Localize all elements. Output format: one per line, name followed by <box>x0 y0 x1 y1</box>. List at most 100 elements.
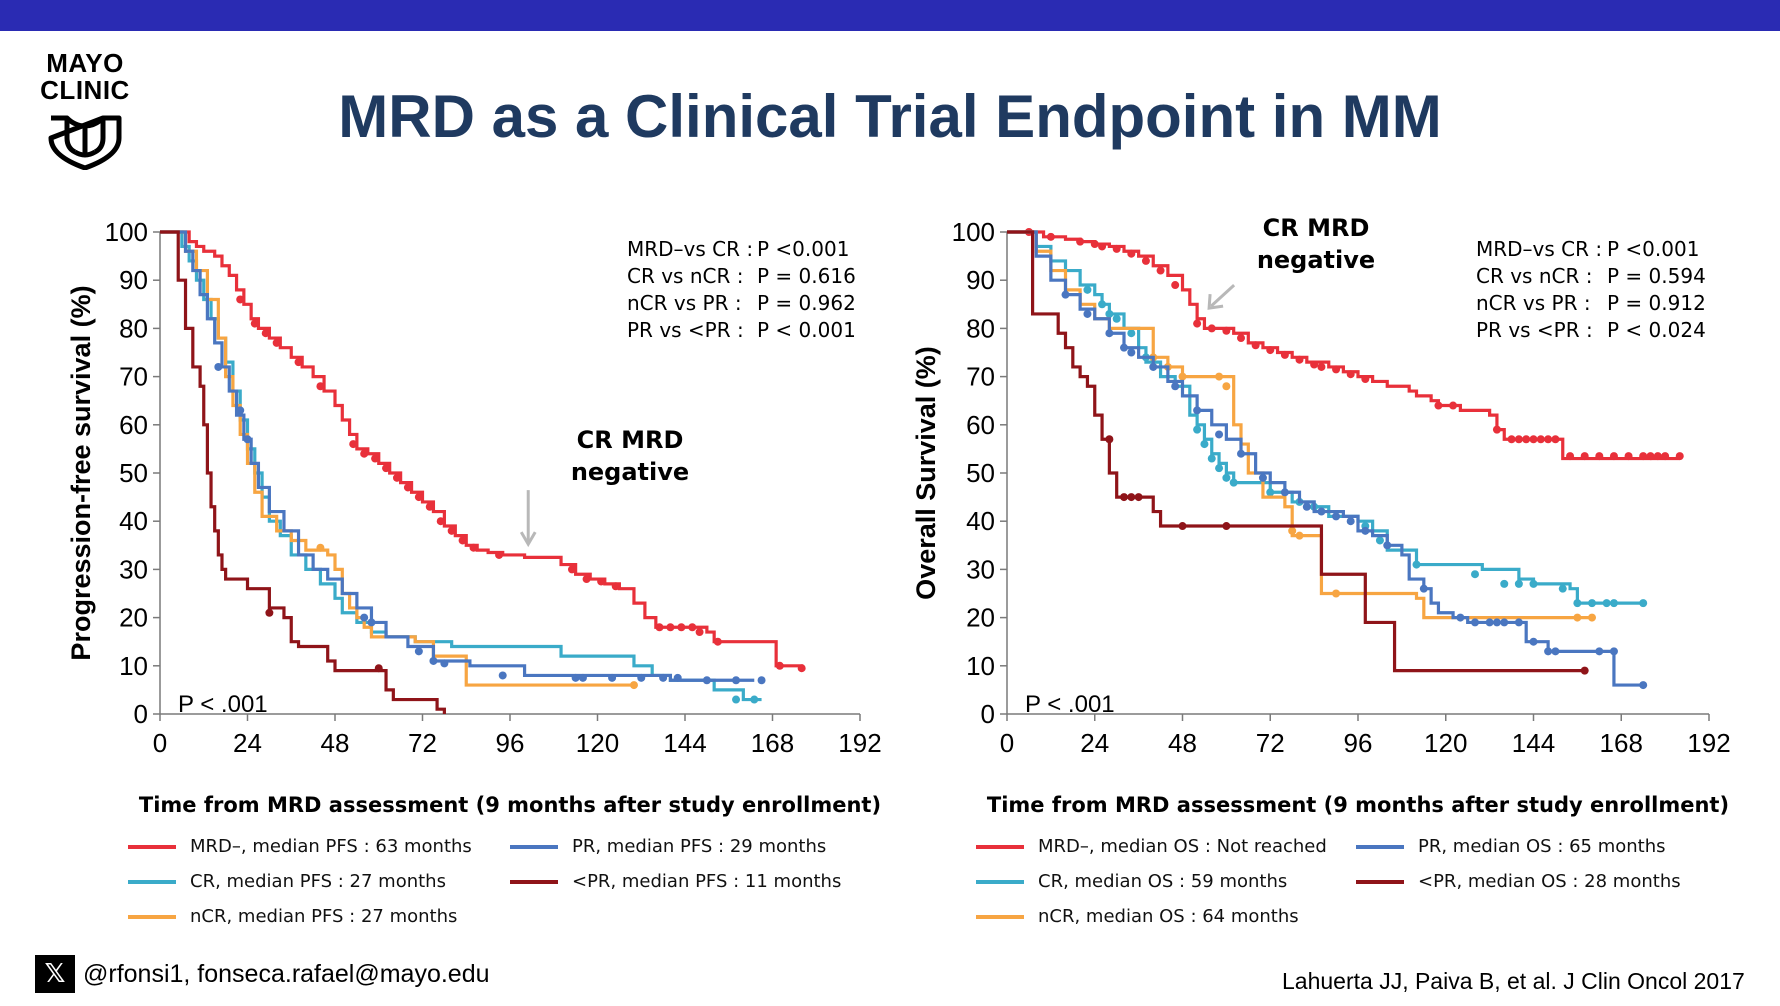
censor-mark <box>1280 350 1289 359</box>
censor-mark <box>1419 584 1428 593</box>
footer-handle: 𝕏 @rfonsi1, fonseca.rafael@mayo.edu <box>35 955 490 993</box>
censor-mark <box>673 673 682 682</box>
censor-mark <box>1317 362 1326 371</box>
legend-swatch <box>510 844 558 849</box>
censor-mark <box>1609 452 1618 461</box>
x-tick-label: 48 <box>321 728 350 758</box>
censor-mark <box>1434 401 1443 410</box>
censor-mark <box>757 676 766 685</box>
censor-mark <box>1529 435 1538 444</box>
legend-swatch <box>1356 879 1404 884</box>
legend-item: <PR, median OS : 28 months <box>1356 871 1681 892</box>
pvalue-label: CR vs nCR : <box>1476 264 1592 288</box>
series-4 <box>160 230 766 685</box>
series-5 <box>1007 230 1589 675</box>
y-tick-label: 30 <box>966 554 995 584</box>
censor-mark <box>571 673 580 682</box>
censor-mark <box>1171 382 1180 391</box>
legend-label: PR, median OS : 65 months <box>1418 836 1666 857</box>
legend-item: CR, median PFS : 27 months <box>128 871 446 892</box>
censor-mark <box>265 608 274 617</box>
censor-mark <box>1120 493 1128 502</box>
legend-item: MRD–, median OS : Not reached <box>976 836 1327 857</box>
shield-icon <box>48 115 122 170</box>
legend-item: nCR, median OS : 64 months <box>976 906 1299 927</box>
censor-mark <box>261 329 270 338</box>
censor-mark <box>695 628 704 637</box>
censor-mark <box>374 664 383 673</box>
censor-mark <box>1566 452 1575 461</box>
censor-mark <box>294 358 303 367</box>
censor-mark <box>655 623 664 632</box>
censor-mark <box>1573 613 1582 622</box>
legend-swatch <box>1356 844 1404 849</box>
pvalue-value: P < 0.001 <box>757 318 856 342</box>
legend-label: MRD–, median OS : Not reached <box>1038 836 1327 857</box>
censor-mark <box>425 502 434 511</box>
censor-mark <box>775 661 784 670</box>
y-tick-label: 70 <box>119 362 148 392</box>
censor-mark <box>1544 435 1553 444</box>
legend-label: <PR, median OS : 28 months <box>1418 871 1681 892</box>
censor-mark <box>1522 435 1531 444</box>
x-tick-label: 144 <box>663 728 706 758</box>
censor-mark <box>1127 348 1136 357</box>
x-logo-icon[interactable]: 𝕏 <box>35 955 75 993</box>
censor-mark <box>1544 647 1553 656</box>
pvalue-label: nCR vs PR : <box>1476 291 1591 315</box>
x-tick-label: 24 <box>233 728 262 758</box>
censor-mark <box>1149 362 1158 371</box>
censor-mark <box>1222 382 1231 391</box>
censor-mark <box>1193 406 1202 415</box>
y-tick-label: 60 <box>119 410 148 440</box>
censor-mark <box>1485 618 1494 627</box>
censor-mark <box>1237 449 1245 458</box>
logo-line-1: MAYO <box>46 48 124 78</box>
censor-mark <box>1266 488 1275 497</box>
y-tick-label: 90 <box>966 265 995 295</box>
y-tick-label: 40 <box>966 506 995 536</box>
y-tick-label: 30 <box>119 554 148 584</box>
censor-mark <box>567 565 576 574</box>
pvalue-value: P <0.001 <box>1607 237 1699 261</box>
x-tick-label: 96 <box>1344 728 1373 758</box>
y-tick-label: 100 <box>105 217 148 247</box>
censor-mark <box>1112 244 1121 253</box>
legend-swatch <box>976 914 1024 919</box>
censor-mark <box>582 575 591 584</box>
censor-mark <box>1105 435 1114 444</box>
censor-mark <box>1229 478 1238 487</box>
x-tick-label: 96 <box>496 728 525 758</box>
censor-mark <box>1580 666 1589 675</box>
legend-item: CR, median OS : 59 months <box>976 871 1287 892</box>
censor-mark <box>243 435 252 444</box>
censor-mark <box>349 440 358 449</box>
series-line <box>160 230 446 714</box>
logo-line-2: CLINIC <box>40 75 130 105</box>
censor-mark <box>1529 579 1538 588</box>
legend-item: nCR, median PFS : 27 months <box>128 906 457 927</box>
series-line <box>160 230 634 687</box>
censor-mark <box>608 673 617 682</box>
censor-mark <box>1383 541 1392 550</box>
top-bar <box>0 0 1780 31</box>
censor-mark <box>1375 536 1384 545</box>
pvalue-value: P <0.001 <box>757 237 849 261</box>
legend-item: <PR, median PFS : 11 months <box>510 871 841 892</box>
legend-swatch <box>128 844 176 849</box>
censor-mark <box>1449 401 1458 410</box>
censor-mark <box>1207 324 1216 333</box>
censor-mark <box>1222 522 1231 531</box>
censor-mark <box>1222 473 1231 482</box>
censor-mark <box>1258 473 1267 482</box>
censor-mark <box>1536 435 1545 444</box>
censor-mark <box>1083 309 1092 318</box>
x-axis-title: Time from MRD assessment (9 months after… <box>987 793 1729 817</box>
censor-mark <box>1288 526 1297 535</box>
censor-mark <box>1624 452 1633 461</box>
censor-mark <box>1602 599 1611 608</box>
censor-mark <box>1580 452 1589 461</box>
censor-mark <box>1215 430 1224 439</box>
censor-mark <box>1098 300 1107 309</box>
